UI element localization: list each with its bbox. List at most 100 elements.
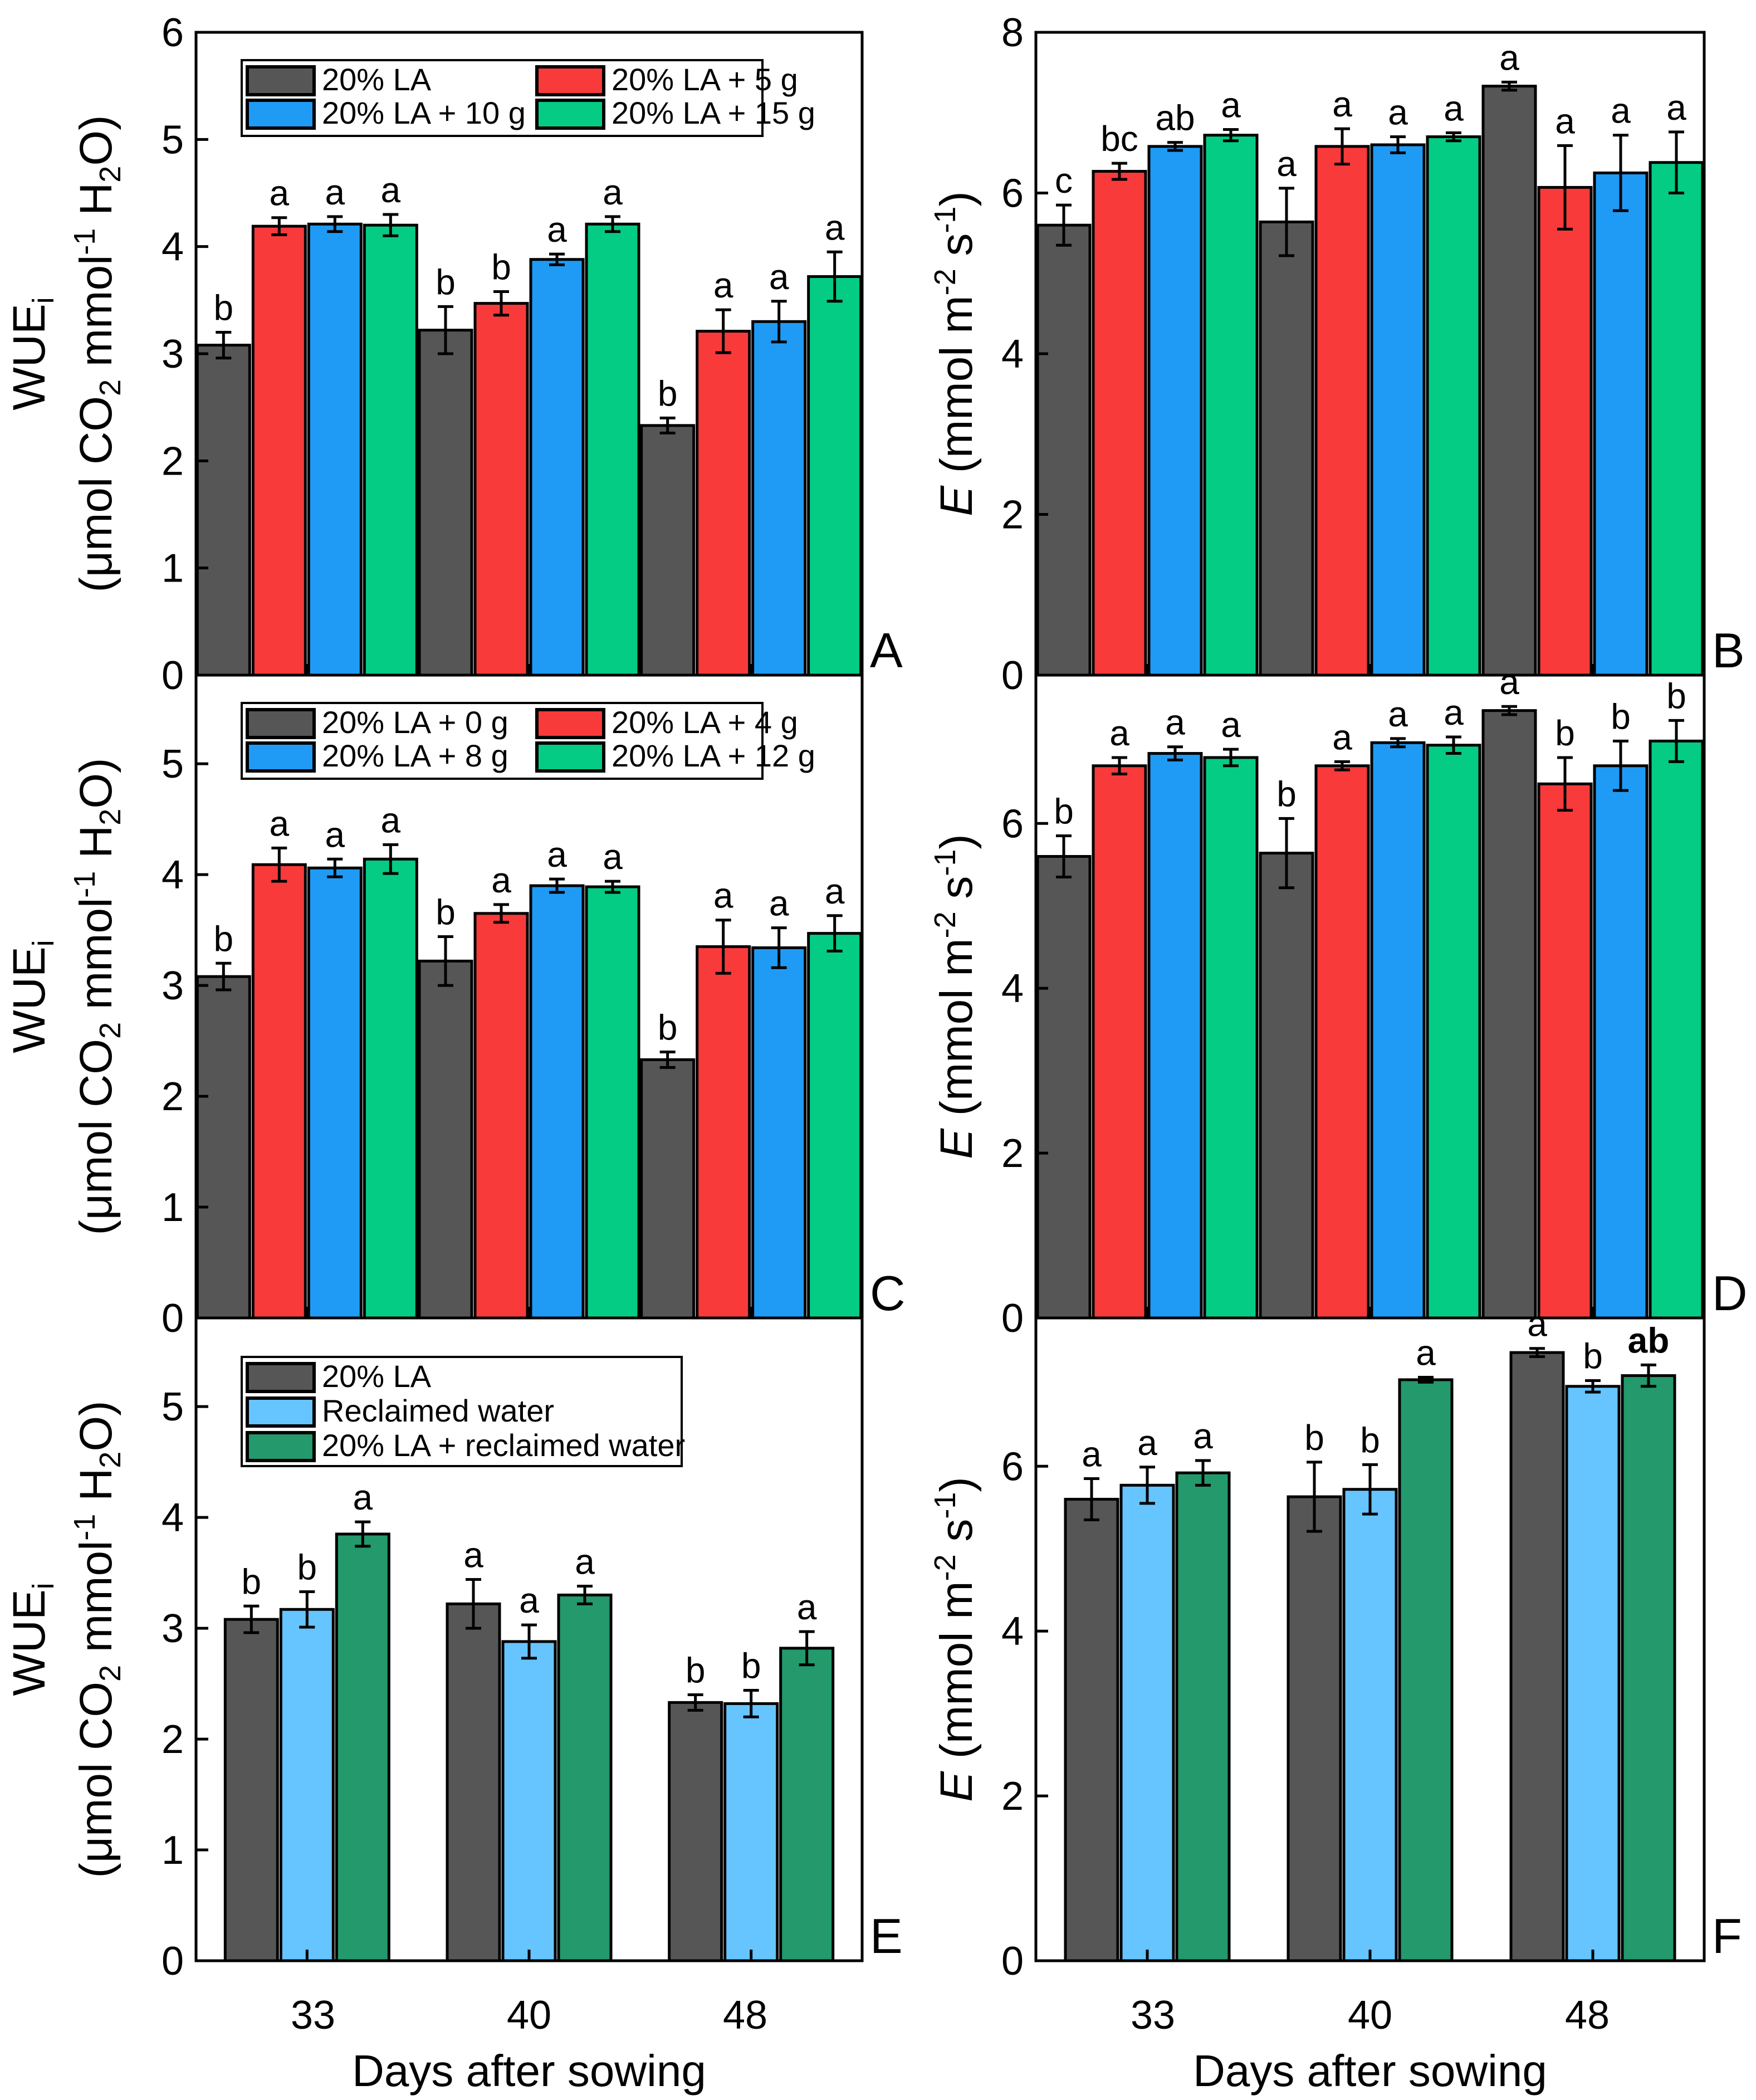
legend-swatch-A-0 (246, 65, 316, 96)
bar-B-20-la-10-g-40 (1370, 143, 1426, 677)
significance-label-E-0-0: b (242, 1561, 262, 1601)
bar-C-20-la-8-g-40 (529, 884, 585, 1320)
significance-label-A-0-0: b (214, 288, 234, 328)
panel-letter-C: C (870, 1266, 906, 1321)
y-unit-sup2-F: -1 (928, 1492, 962, 1519)
bar-E-20-la-33 (223, 1618, 279, 1962)
legend-C: 20% LA + 0 g 20% LA + 4 g 20% LA + 8 g 20% … (241, 702, 815, 780)
y-tick-label-B-3: 6 (1001, 172, 1024, 216)
y-tick-label-C-5: 5 (162, 742, 184, 787)
y-unit-sup-E: -1 (68, 1514, 101, 1541)
y-unit-part-b-B: s (931, 233, 982, 269)
bar-A-20-la-10-g-40 (529, 258, 585, 677)
y-axis-title-B: E (mmol m-2 s-1) (928, 191, 982, 516)
y-unit-part-c-A: H (71, 183, 121, 228)
significance-label-D-3-0: a (1221, 705, 1241, 745)
bar-C-20-la-8-g-48 (751, 946, 807, 1320)
bar-D-20-la-0-g-40 (1259, 852, 1314, 1320)
significance-label-C-3-1: a (603, 837, 623, 877)
significance-label-D-0-1: b (1276, 774, 1297, 814)
bar-F-20-la-reclaimed-water-40 (1398, 1378, 1454, 1962)
x-tick-label-left-48: 48 (723, 1993, 767, 2038)
significance-label-B-1-1: a (1332, 84, 1352, 124)
bar-D-20-la-4-g-33 (1092, 764, 1147, 1320)
y-unit-sup-C: -1 (68, 871, 101, 898)
y-tick-label-A-4: 4 (162, 225, 184, 270)
y-tick-label-E-5: 5 (162, 1385, 184, 1429)
bar-C-20-la-0-g-40 (418, 959, 473, 1320)
significance-label-C-1-2: a (713, 876, 733, 916)
significance-label-D-3-2: b (1666, 676, 1686, 716)
significance-label-D-3-1: a (1444, 692, 1464, 732)
significance-label-B-1-2: a (1555, 101, 1575, 141)
y-axis-title-D: E (mmol m-2 s-1) (928, 834, 982, 1159)
legend-label-A-1: 20% LA + 5 g (612, 62, 798, 97)
y-axis-title-italic-B: E (931, 485, 982, 516)
y-tick-label-E-1: 1 (162, 1828, 184, 1873)
bar-A-20-la-10-g-33 (307, 222, 363, 677)
x-axis-title-left: Days after sowing (352, 2046, 706, 2096)
bar-A-20-la-40 (418, 329, 473, 677)
bar-A-20-la-5-g-40 (473, 302, 529, 677)
legend-swatch-A-1 (535, 65, 605, 96)
y-unit-part-d-E: O) (71, 1401, 121, 1452)
x-tick-label-left-40: 40 (507, 1993, 551, 2038)
y-axis-title-main-A: WUE (4, 304, 55, 410)
legend-label-C-3: 20% LA + 12 g (612, 738, 815, 773)
y-tick-label-E-3: 3 (162, 1606, 184, 1651)
legend-label-C-2: 20% LA + 8 g (322, 738, 508, 773)
y-axis-title-E: WUEi (4, 1583, 60, 1696)
y-unit-sup2-D: -1 (928, 849, 962, 876)
significance-label-C-2-1: a (547, 834, 567, 875)
significance-label-D-1-2: b (1555, 713, 1575, 753)
y-tick-label-C-1: 1 (162, 1185, 184, 1230)
y-axis-title-sub-C: i (27, 940, 60, 946)
legend-box-A (241, 59, 764, 137)
x-axis-title-right: Days after sowing (1193, 2046, 1547, 2096)
y-unit-part-d-A: O) (71, 115, 121, 166)
y-tick-label-C-4: 4 (162, 853, 184, 897)
bar-B-20-la-48 (1481, 85, 1537, 677)
y-tick-label-C-0: 0 (162, 1296, 184, 1341)
y-axis-title-main-E: WUE (4, 1589, 55, 1696)
legend-label-A-3: 20% LA + 15 g (612, 95, 815, 130)
bar-D-20-la-12-g-33 (1203, 756, 1259, 1320)
bar-E-20-la-reclaimed-water-40 (557, 1593, 613, 1962)
bar-B-20-la-10-g-48 (1593, 171, 1649, 677)
y-unit-part-a-F: (mmol m (931, 1581, 982, 1771)
significance-label-A-3-0: a (381, 170, 401, 210)
y-tick-label-F-3: 6 (1001, 1444, 1024, 1489)
y-axis-title-italic-D: E (931, 1128, 982, 1159)
bar-A-20-la-33 (195, 344, 251, 677)
y-tick-label-A-0: 0 (162, 653, 184, 698)
y-tick-label-B-1: 2 (1001, 493, 1024, 538)
bar-B-20-la-15-g-40 (1426, 135, 1481, 677)
y-tick-label-D-2: 4 (1001, 966, 1024, 1011)
significance-label-B-2-2: a (1611, 91, 1631, 131)
bar-B-20-la-5-g-48 (1537, 185, 1593, 677)
bar-F-20-la-reclaimed-water-33 (1175, 1471, 1231, 1962)
legend-swatch-C-3 (535, 741, 605, 773)
bar-E-20-la-48 (668, 1701, 723, 1962)
bar-E-20-la-40 (446, 1602, 501, 1962)
y-unit-sup1-F: -2 (928, 1554, 962, 1581)
y-unit-part-d-C: O) (71, 758, 121, 809)
significance-label-D-1-0: a (1109, 713, 1129, 753)
bar-A-20-la-5-g-48 (696, 330, 751, 677)
significance-label-B-0-0: c (1055, 160, 1073, 201)
significance-label-E-1-1: a (519, 1580, 539, 1620)
y-tick-label-C-2: 2 (162, 1075, 184, 1119)
y-unit-part-c-C: H (71, 826, 121, 871)
panel-letter-D: D (1712, 1266, 1748, 1321)
bar-B-20-la-40 (1259, 220, 1314, 677)
significance-label-B-2-1: a (1388, 92, 1408, 133)
legend-swatch-E-2 (246, 1431, 316, 1462)
bar-E-reclaimed-water-48 (723, 1702, 779, 1962)
